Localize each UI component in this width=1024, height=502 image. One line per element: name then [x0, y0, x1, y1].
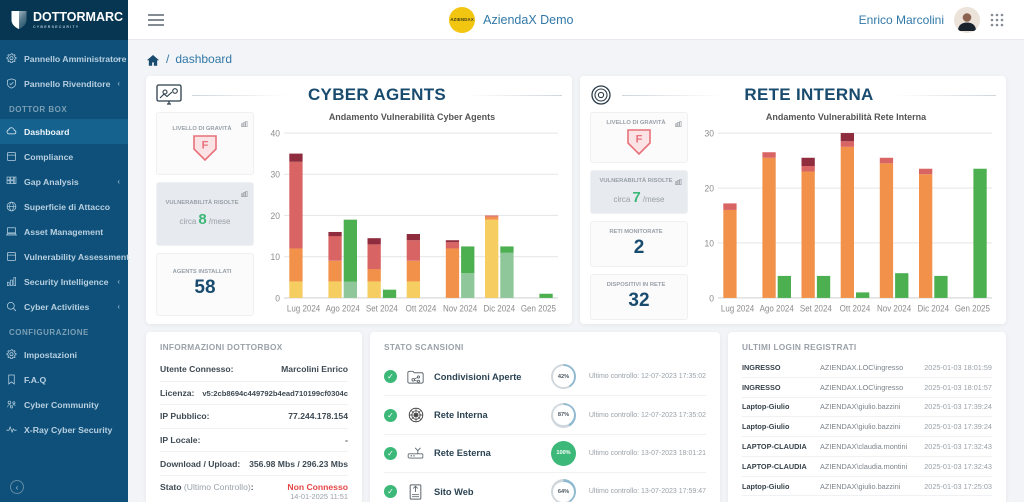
svg-text:Dic 2024: Dic 2024	[484, 303, 516, 314]
svg-text:Gen 2025: Gen 2025	[521, 303, 556, 314]
svg-text:Set 2024: Set 2024	[366, 303, 398, 314]
svg-text:20: 20	[271, 210, 280, 221]
svg-text:Nov 2024: Nov 2024	[443, 303, 477, 314]
svg-text:Ott 2024: Ott 2024	[840, 303, 871, 314]
svg-text:0: 0	[275, 293, 280, 304]
svg-text:Ago 2024: Ago 2024	[760, 303, 794, 314]
svg-text:20: 20	[705, 183, 714, 194]
svg-text:F: F	[202, 140, 209, 152]
svg-text:Set 2024: Set 2024	[800, 303, 832, 314]
svg-text:Dic 2024: Dic 2024	[918, 303, 950, 314]
svg-text:F: F	[636, 134, 643, 146]
svg-text:30: 30	[271, 169, 280, 180]
svg-text:30: 30	[705, 128, 714, 139]
svg-text:Ott 2024: Ott 2024	[406, 303, 437, 314]
svg-text:Lug 2024: Lug 2024	[287, 303, 321, 314]
svg-text:Nov 2024: Nov 2024	[877, 303, 911, 314]
svg-text:0: 0	[709, 293, 714, 304]
svg-text:10: 10	[705, 238, 714, 249]
svg-text:Ago 2024: Ago 2024	[326, 303, 360, 314]
svg-text:10: 10	[271, 252, 280, 263]
svg-text:Gen 2025: Gen 2025	[955, 303, 990, 314]
svg-text:40: 40	[271, 128, 280, 139]
svg-text:Lug 2024: Lug 2024	[721, 303, 755, 314]
